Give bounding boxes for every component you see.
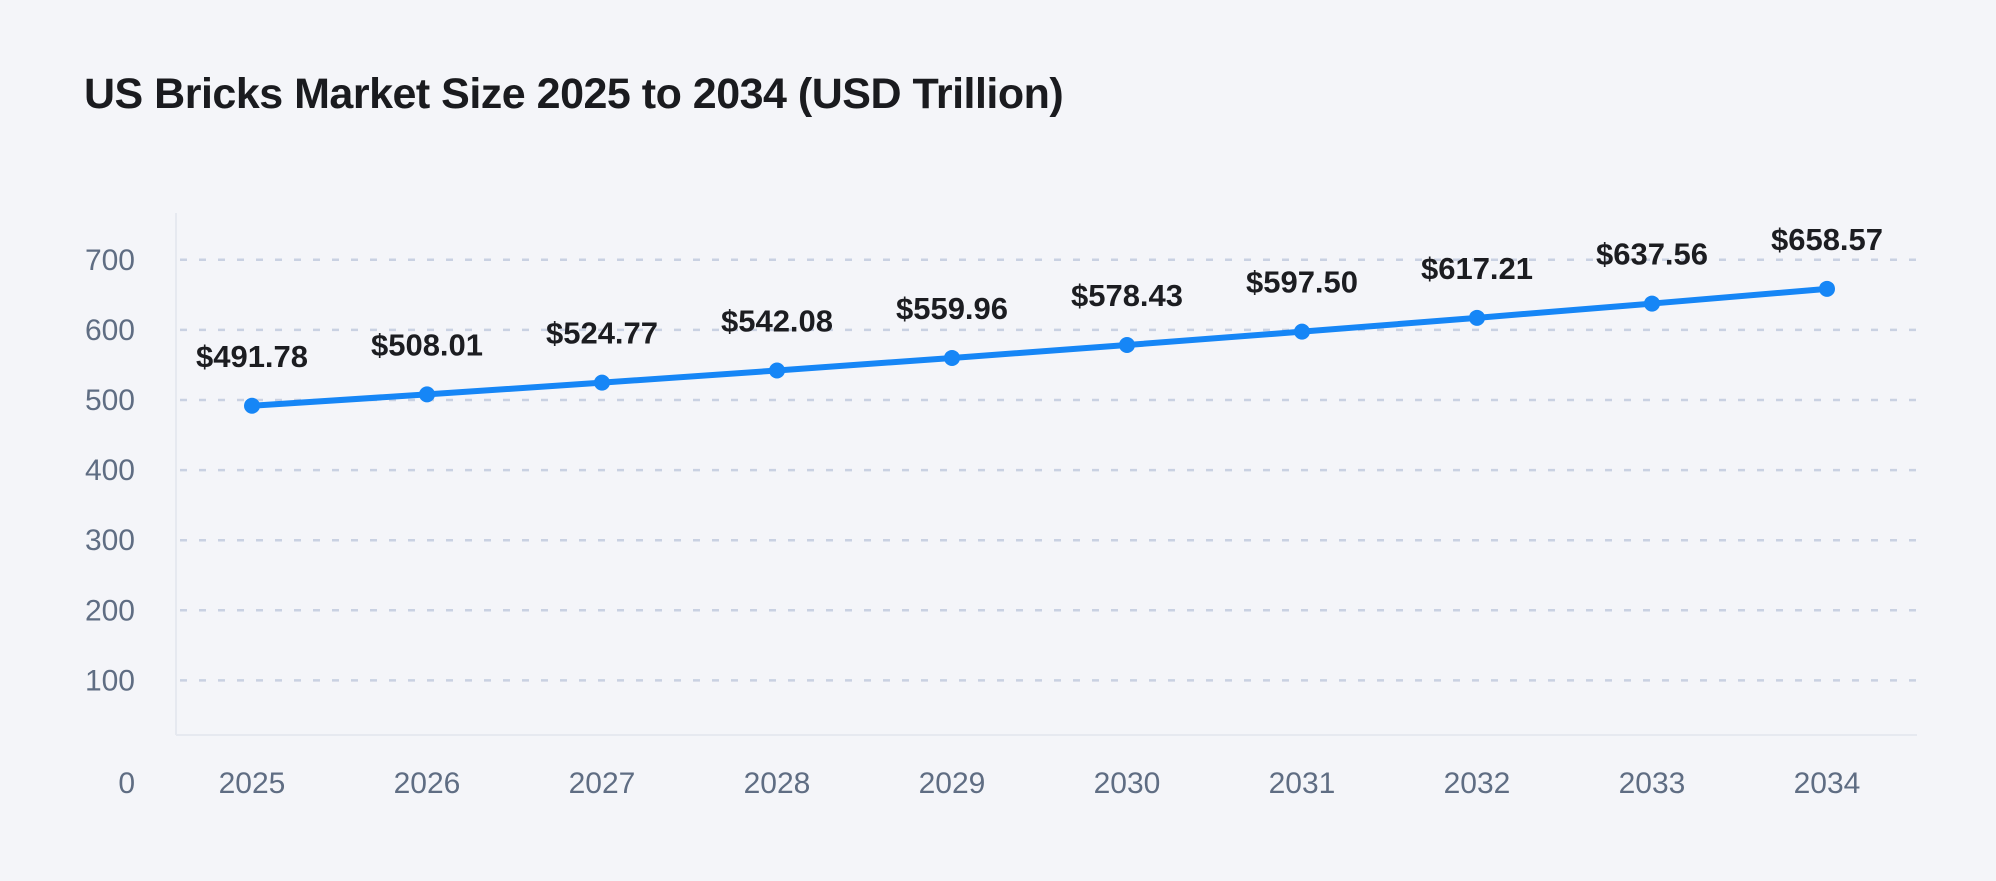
data-point-label: $597.50 (1246, 265, 1358, 300)
data-point-label: $658.57 (1771, 222, 1883, 257)
data-point-label: $617.21 (1421, 251, 1533, 286)
y-axis-tick-label: 300 (85, 524, 135, 557)
series-line (249, 285, 1830, 409)
data-point (1469, 309, 1485, 326)
data-point-label: $491.78 (196, 339, 308, 374)
y-axis-tick-label: 500 (85, 384, 135, 417)
data-point-label: $559.96 (896, 291, 1008, 326)
data-point (594, 374, 610, 391)
y-axis-tick-label: 100 (85, 664, 135, 697)
y-axis-tick-label: 600 (85, 314, 135, 347)
data-point (1819, 280, 1835, 297)
x-axis-tick-label: 2029 (919, 767, 986, 800)
x-axis-tick-label: 2026 (394, 767, 461, 800)
x-axis-tick-label: 2032 (1444, 767, 1511, 800)
x-axis-tick-label: 2025 (219, 767, 286, 800)
x-axis-tick-label: 2030 (1094, 767, 1161, 800)
data-point (419, 386, 435, 403)
data-point (944, 349, 960, 366)
y-axis-tick-label: 700 (85, 244, 135, 277)
data-point-label: $508.01 (371, 327, 483, 362)
x-axis-tick-label: 2031 (1269, 767, 1336, 800)
data-point-label: $637.56 (1596, 237, 1708, 272)
y-axis-tick-label: 200 (85, 594, 135, 627)
y-axis-tick-label: 400 (85, 454, 135, 487)
x-axis-tick-label: 2027 (569, 767, 636, 800)
x-axis-tick-label: 2028 (744, 767, 811, 800)
data-point-label: $542.08 (721, 304, 833, 339)
data-point (1294, 323, 1310, 340)
y-axis-tick-label: 0 (118, 767, 135, 800)
data-point (769, 362, 785, 379)
data-point (1644, 295, 1660, 312)
data-point-label: $578.43 (1071, 278, 1183, 313)
data-point-label: $524.77 (546, 316, 658, 351)
chart-title: US Bricks Market Size 2025 to 2034 (USD … (84, 70, 1064, 118)
x-axis-tick-label: 2033 (1619, 767, 1686, 800)
data-point (1119, 337, 1135, 354)
x-axis-tick-label: 2034 (1794, 767, 1861, 800)
data-point (244, 397, 260, 414)
